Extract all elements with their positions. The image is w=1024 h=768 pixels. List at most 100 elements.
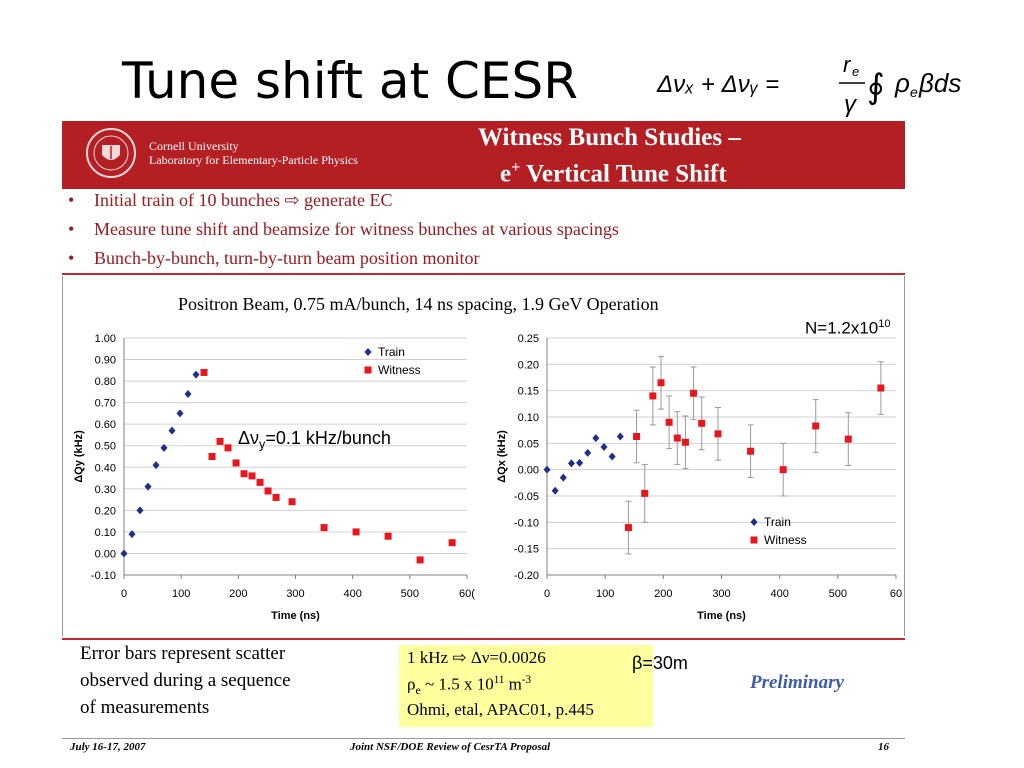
x-tick-label: 200: [654, 588, 672, 600]
banner-heading-line2: e+ Vertical Tune Shift: [500, 158, 727, 188]
university-name: Cornell University: [149, 139, 239, 153]
parameters-box: 1 kHz ⇨ Δν=0.0026 ρe ~ 1.5 x 1011 m-3 Oh…: [399, 645, 653, 727]
y-tick-label: 0.00: [95, 548, 116, 560]
data-point-witness: [673, 434, 681, 442]
data-point-witness: [272, 493, 280, 501]
data-point-train: [576, 458, 584, 467]
data-point-train: [551, 486, 559, 495]
param-reference: Ohmi, etal, APAC01, p.445: [407, 700, 594, 719]
data-point-witness: [747, 447, 755, 455]
formula-rho-sub: e: [910, 84, 918, 100]
legend-label: Train: [764, 515, 791, 529]
chart-panel: [62, 276, 905, 636]
bunch-population-note: N=1.2x1010: [805, 318, 891, 338]
x-tick-label: 300: [286, 588, 304, 600]
legend-marker: [364, 366, 372, 374]
data-point-witness: [232, 459, 240, 467]
formula-rho: ρ: [894, 68, 910, 98]
x-tick-label: 200: [229, 588, 247, 600]
footnote-line: observed during a sequence: [80, 670, 291, 691]
y-tick-label: 0.05: [518, 438, 539, 450]
data-point-train: [608, 452, 616, 461]
x-tick-label: 0: [544, 588, 550, 600]
data-point-witness: [657, 379, 665, 387]
formula-numerator: r: [843, 52, 852, 77]
data-point-witness: [416, 556, 424, 564]
data-point-train: [559, 473, 567, 482]
data-point-witness: [384, 532, 392, 540]
y-tick-label: -0.20: [514, 570, 539, 582]
data-point-witness: [665, 418, 673, 426]
formula-numerator-sub: e: [852, 64, 859, 79]
y-tick-label: 0.25: [518, 333, 539, 345]
data-point-train: [168, 426, 176, 435]
legend-label: Witness: [378, 363, 421, 377]
data-point-train: [152, 461, 160, 470]
y-tick-label: 0.70: [95, 398, 116, 410]
x-tick-label: 100: [172, 588, 190, 600]
data-point-witness: [641, 489, 649, 497]
x-tick-label: 100: [596, 588, 614, 600]
tune-shift-formula: Δνₓ + Δνᵧ = r e γ ∮ ρ e βds: [656, 52, 961, 118]
legend-marker: [364, 348, 372, 356]
y-tick-label: 0.80: [95, 376, 116, 388]
x-tick-label: 400: [343, 588, 361, 600]
x-tick-label: 0: [121, 588, 127, 600]
data-point-witness: [352, 528, 360, 536]
data-point-train: [144, 482, 152, 491]
divider: [62, 273, 905, 275]
formula-integral: ∮: [867, 68, 885, 106]
beta-note: β=30m: [632, 653, 688, 673]
data-point-train: [592, 434, 600, 443]
y-tick-label: 0.10: [518, 412, 539, 424]
bullet-item: • Bunch-by-bunch, turn-by-turn beam posit…: [68, 248, 480, 268]
data-point-witness: [877, 384, 885, 392]
bullet-item: • Measure tune shift and beamsize for wit…: [68, 219, 619, 239]
data-point-train: [616, 432, 624, 441]
y-tick-label: -0.10: [514, 517, 539, 529]
formula-tail: βds: [918, 68, 961, 98]
x-axis-title: Time (ns): [697, 610, 746, 622]
y-tick-label: 0.10: [95, 527, 116, 539]
banner-heading-line1: Witness Bunch Studies –: [478, 124, 741, 151]
lab-name: Laboratory for Elementary-Particle Physi…: [149, 153, 358, 167]
data-point-witness: [448, 539, 456, 547]
legend-marker: [750, 536, 758, 544]
right-chart: -0.20 -0.15 -0.10 -0.05 0.00 0.05 0.10 0.15 0.20…: [496, 333, 902, 622]
legend: Train Witness: [750, 515, 807, 547]
param-line: 1 kHz ⇨ Δν=0.0026: [407, 648, 546, 667]
data-point-witness: [264, 487, 272, 495]
chart-title: Positron Beam, 0.75 mA/bunch, 14 ns spac…: [178, 294, 659, 314]
y-tick-label: 0.40: [95, 462, 116, 474]
data-point-train: [128, 530, 136, 539]
data-point-witness: [208, 453, 216, 460]
tune-shift-charts: -0.10 0.00 0.10 0.20 0.30 0.40 0.50 0.60 0.70 0.8…: [73, 333, 902, 622]
y-tick-label: 0.00: [518, 465, 539, 477]
cornell-seal-icon: [86, 128, 136, 178]
data-point-witness: [624, 524, 632, 532]
y-tick-label: 0.50: [95, 441, 116, 453]
data-point-train: [136, 506, 144, 515]
data-point-witness: [681, 438, 689, 446]
data-point-witness: [256, 478, 264, 486]
footer-divider: [62, 738, 905, 739]
data-point-witness: [216, 437, 224, 445]
footnote-line: Error bars represent scatter: [80, 643, 286, 664]
footer-title: Joint NSF/DOE Review of CesrTA Proposal: [350, 741, 551, 753]
data-point-witness: [698, 419, 706, 427]
y-tick-label: 0.20: [95, 505, 116, 517]
y-tick-label: -0.15: [514, 544, 539, 556]
legend: Train Witness: [364, 345, 421, 377]
footer-date: July 16-17, 2007: [70, 741, 146, 753]
data-point-witness: [812, 422, 820, 430]
y-axis-title: ΔQy (kHz): [73, 430, 85, 483]
data-point-witness: [320, 524, 328, 532]
x-tick-label: 60(: [459, 588, 475, 600]
data-point-train: [192, 370, 200, 379]
data-point-train: [184, 390, 192, 399]
data-point-witness: [649, 392, 657, 400]
data-point-train: [176, 409, 184, 418]
divider: [62, 638, 905, 640]
preliminary-label: Preliminary: [750, 672, 844, 693]
data-point-witness: [779, 466, 787, 474]
